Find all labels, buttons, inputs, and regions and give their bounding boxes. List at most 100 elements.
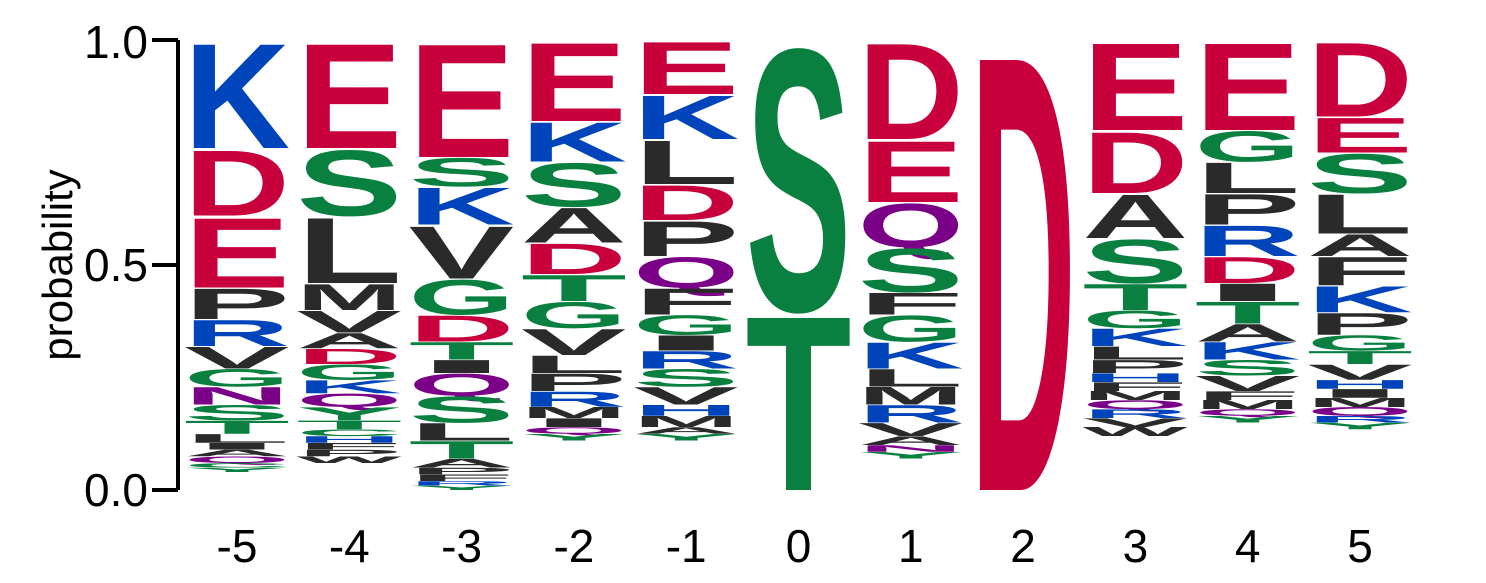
letter-M: M bbox=[296, 276, 402, 318]
letter-Y: Y bbox=[633, 432, 739, 442]
letter-Q: Q bbox=[858, 191, 964, 261]
letter-A: A bbox=[1195, 319, 1301, 347]
letter-Y: Y bbox=[409, 484, 515, 491]
letter-L: L bbox=[858, 364, 964, 392]
letter-R: R bbox=[1082, 407, 1188, 421]
letter-L: L bbox=[409, 418, 515, 446]
x-tick-label: 0 bbox=[786, 520, 812, 572]
letter-stacks: KDEPRVGNSTLIAQCYESLMVADGKQYTCHFPWESKVGDT… bbox=[184, 0, 1413, 583]
letter-I: I bbox=[409, 356, 515, 377]
letter-A: A bbox=[858, 434, 964, 448]
letter-G: G bbox=[184, 364, 290, 392]
letter-V: V bbox=[1082, 416, 1188, 430]
letter-I: I bbox=[1195, 278, 1301, 306]
x-tick-label: -2 bbox=[553, 520, 594, 572]
letter-Y: Y bbox=[521, 432, 627, 442]
x-tick-label: 2 bbox=[1010, 520, 1036, 572]
letter-E: E bbox=[296, 12, 402, 180]
letter-D: D bbox=[1195, 249, 1301, 291]
letter-K: K bbox=[184, 14, 290, 181]
letter-V: V bbox=[521, 321, 627, 363]
letter-M: M bbox=[1307, 396, 1413, 410]
letter-R: R bbox=[184, 312, 290, 354]
letter-Y: Y bbox=[1195, 414, 1301, 424]
letter-P: P bbox=[633, 211, 739, 267]
letter-I: I bbox=[633, 331, 739, 355]
y-tick-label-1: 1.0 bbox=[84, 16, 148, 68]
letter-T: T bbox=[1082, 276, 1188, 318]
letter-Q: Q bbox=[1195, 407, 1301, 417]
letter-T: T bbox=[409, 436, 515, 464]
letter-Q: Q bbox=[1082, 398, 1188, 412]
letter-G: G bbox=[1195, 122, 1301, 171]
letter-S: S bbox=[184, 401, 290, 425]
x-tick-label: -4 bbox=[329, 520, 370, 572]
letter-V: V bbox=[858, 419, 964, 440]
letter-G: G bbox=[1082, 305, 1188, 333]
letter-P: P bbox=[409, 466, 515, 476]
letter-M: M bbox=[858, 382, 964, 410]
letter-H: H bbox=[296, 434, 402, 444]
letter-A: A bbox=[521, 198, 627, 254]
letter-N: N bbox=[858, 443, 964, 453]
letter-Q: Q bbox=[521, 425, 627, 435]
letter-E: E bbox=[1307, 107, 1413, 163]
letter-A: A bbox=[1307, 228, 1413, 263]
letter-H: H bbox=[633, 402, 739, 419]
letter-V: V bbox=[633, 382, 739, 410]
letter-K: K bbox=[633, 82, 739, 152]
letter-P: P bbox=[1195, 185, 1301, 234]
letter-C: C bbox=[296, 428, 402, 438]
letter-T: T bbox=[521, 267, 627, 309]
letter-H: H bbox=[1307, 378, 1413, 392]
y-tick-label-0.5: 0.5 bbox=[84, 239, 148, 291]
letter-F: F bbox=[296, 441, 402, 451]
y-tick-label-0: 0.0 bbox=[84, 464, 148, 516]
letter-D: D bbox=[970, 0, 1076, 583]
letter-R: R bbox=[1307, 414, 1413, 424]
letter-R: R bbox=[1195, 216, 1301, 265]
letter-S: S bbox=[409, 389, 515, 431]
letter-P: P bbox=[184, 279, 290, 328]
letter-T: T bbox=[184, 417, 290, 438]
letter-A: A bbox=[633, 425, 739, 435]
letter-E: E bbox=[184, 198, 290, 309]
letter-I: I bbox=[521, 416, 627, 430]
letter-L: L bbox=[1307, 183, 1413, 246]
letter-D: D bbox=[409, 308, 515, 350]
letter-D: D bbox=[1307, 21, 1413, 140]
x-axis-labels: -5 -4 -3 -2 -1 0 1 2 3 4 5 bbox=[217, 520, 1373, 572]
letter-C: C bbox=[184, 462, 290, 469]
letter-F: F bbox=[409, 473, 515, 483]
letter-E: E bbox=[633, 27, 739, 110]
letter-Q: Q bbox=[633, 248, 739, 297]
letter-K: K bbox=[1195, 337, 1301, 365]
letter-L: L bbox=[1195, 153, 1301, 202]
position-stack-2: D bbox=[970, 0, 1076, 583]
letter-K: K bbox=[1082, 324, 1188, 352]
letter-V: V bbox=[1195, 371, 1301, 395]
letter-H: H bbox=[1082, 371, 1188, 385]
letter-R: R bbox=[521, 387, 627, 411]
letter-G: G bbox=[296, 360, 402, 384]
letter-S: S bbox=[521, 150, 627, 220]
letter-S: S bbox=[633, 364, 739, 392]
letter-D: D bbox=[633, 175, 739, 231]
letter-L: L bbox=[1082, 343, 1188, 364]
letter-D: D bbox=[184, 132, 290, 236]
x-tick-label: 5 bbox=[1347, 520, 1373, 572]
letter-E: E bbox=[1082, 18, 1188, 157]
x-tick-label: 1 bbox=[898, 520, 924, 572]
letter-K: K bbox=[1307, 278, 1413, 320]
x-tick-label: -5 bbox=[217, 520, 258, 572]
letter-R: R bbox=[858, 400, 964, 428]
letter-F: F bbox=[1082, 380, 1188, 394]
letter-T: T bbox=[1307, 347, 1413, 368]
letter-V: V bbox=[184, 341, 290, 376]
